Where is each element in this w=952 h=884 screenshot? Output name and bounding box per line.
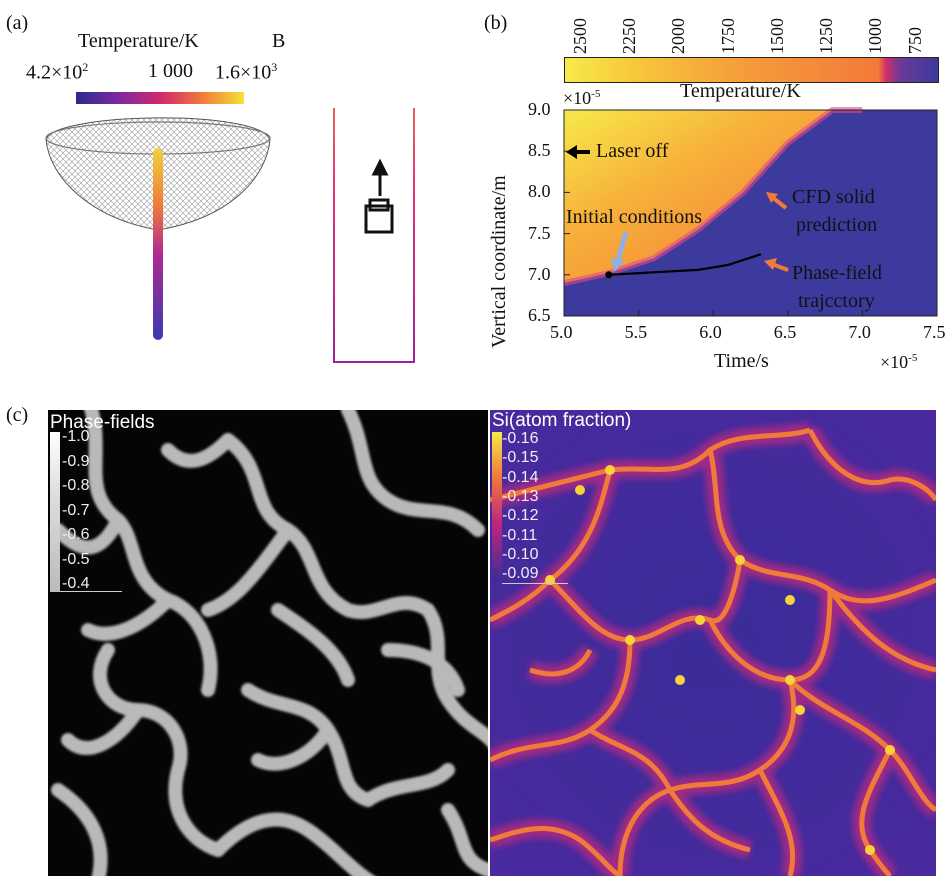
si-tick-0.09: -0.09 (502, 565, 539, 583)
y-tick-label-7.0: 7.0 (528, 263, 551, 284)
phase-tick-1.0: -1.0 (62, 428, 90, 445)
y-tick-label-9.0: 9.0 (528, 99, 551, 119)
initial-condition-point (605, 271, 613, 279)
dendrite-rod (153, 148, 163, 340)
panel-c-label: (c) (6, 404, 29, 426)
phase-tick-0.8: -0.8 (62, 477, 90, 494)
si-tick-0.10: -0.10 (502, 545, 539, 563)
phase-tick-0.4: -0.4 (62, 575, 90, 592)
si-colorbar (492, 432, 502, 582)
y-tick-label-8.5: 8.5 (528, 140, 551, 161)
panel-a-tick-mid: 1 000 (148, 60, 193, 82)
panel-a-tick-min: 4.2×102 (26, 60, 89, 84)
initial-arrow (611, 231, 629, 272)
y-axis-label: Vertical coordinate/m (488, 175, 510, 348)
y-multiplier: ×10-5 (563, 88, 601, 108)
colorbar-tick-1250: 1250 (816, 18, 836, 54)
y-tick-label-6.5: 6.5 (528, 305, 551, 325)
phase-fields-map (48, 410, 488, 876)
liquid-region (564, 110, 863, 284)
panel-a-melt-pool-graphic (45, 108, 415, 364)
si-tick-0.12: -0.12 (502, 507, 539, 525)
laser-off-arrow (566, 145, 590, 159)
annotation-cfd-2: prediction (796, 214, 878, 236)
simulation-grid (333, 108, 415, 364)
annotation-pf-1: Phase-field (792, 262, 882, 284)
x-tick-label-6.5: 6.5 (773, 322, 797, 342)
si-title: Si(atom fraction) (492, 410, 632, 431)
x-multiplier: ×10-5 (880, 352, 918, 372)
panel-a-tick-max: 1.6×103 (215, 60, 278, 84)
colorbar-tick-750: 750 (905, 27, 925, 54)
phase-tick-0.6: -0.6 (62, 526, 90, 543)
phase-tick-0.5: -0.5 (62, 550, 90, 568)
phase-field-colorbar-baseline (60, 591, 122, 592)
colorbar-tick-1750: 1750 (718, 18, 738, 54)
x-axis-label: Time/s (714, 350, 769, 372)
x-tick-label-7.5: 7.5 (923, 322, 946, 342)
phase-tick-0.9: -0.9 (62, 452, 90, 470)
panel-b-colorbar (564, 57, 939, 83)
annotation-initial: Initial conditions (566, 206, 703, 228)
cfd-arrow (766, 192, 788, 210)
annotation-pf-2: trajcctory (798, 290, 875, 312)
x-tick-label-6.0: 6.0 (699, 322, 722, 342)
colorbar-tick-2500: 2500 (570, 18, 590, 54)
phase-field-colorbar (50, 432, 60, 592)
panel-a-label: (a) (6, 12, 29, 34)
si-tick-0.15: -0.15 (502, 449, 539, 467)
panel-a-colorbar (76, 92, 244, 104)
panel-b-heatmap-chart (563, 107, 938, 317)
y-tick-label-7.5: 7.5 (528, 222, 551, 243)
colorbar-tick-1500: 1500 (767, 18, 787, 54)
colorbar-tick-2250: 2250 (619, 18, 639, 54)
si-colorbar-baseline (502, 583, 568, 584)
heatmap-frame (563, 109, 938, 317)
phase-tick-0.7: -0.7 (62, 501, 90, 519)
panel-b-label: (b) (484, 12, 508, 34)
annotation-laser-off: Laser off (596, 140, 669, 162)
x-tick-label-5.0: 5.0 (550, 322, 573, 342)
si-concentration-map (490, 410, 936, 876)
panel-a-colorbar-title: Temperature/K (78, 30, 199, 52)
colorbar-tick-2000: 2000 (668, 18, 688, 54)
solid-boundary-band (563, 107, 863, 286)
phase-fields-title: Phase-fields (50, 412, 155, 433)
si-tick-0.16: -0.16 (502, 430, 539, 447)
si-tick-0.13: -0.13 (502, 487, 539, 505)
x-tick-label-5.5: 5.5 (624, 322, 648, 342)
panel-a-marker-label: B (272, 30, 286, 52)
phase-field-trajectory-line (608, 253, 762, 276)
x-tick-label-7.0: 7.0 (848, 322, 871, 342)
si-tick-0.11: -0.11 (502, 526, 538, 544)
y-tick-label-8.0: 8.0 (528, 181, 551, 202)
phase-field-arrow (764, 258, 789, 272)
growth-arrow-glyph (364, 158, 394, 234)
colorbar-tick-1000: 1000 (865, 18, 885, 54)
annotation-cfd-1: CFD solid (792, 186, 875, 208)
panel-b-colorbar-title: Temperature/K (680, 80, 801, 102)
si-tick-0.14: -0.14 (502, 468, 539, 486)
